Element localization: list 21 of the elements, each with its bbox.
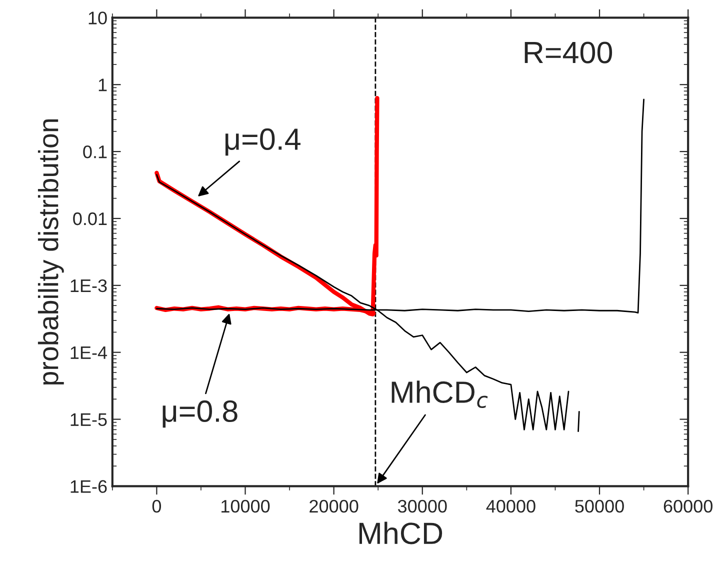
y-tick-label: 0.1: [83, 145, 107, 158]
y-tick-label: 0.01: [73, 212, 107, 226]
y-tick-label: 10: [88, 12, 107, 24]
x-tick-label: 10000: [222, 500, 270, 513]
x-tick-label: 20000: [310, 500, 358, 513]
y-tick-label: 1E-5: [70, 413, 107, 426]
y-tick-label: 1E-6: [70, 480, 107, 493]
annotation: μ=0.4: [225, 128, 300, 156]
y-tick-label: 1E-3: [70, 279, 107, 292]
y-axis-title: probability distribution: [38, 119, 64, 384]
x-tick-label: 40000: [486, 500, 536, 513]
x-tick-label: 0: [152, 500, 162, 513]
x-axis-title: MhCD: [359, 522, 442, 544]
x-tick-label: 60000: [664, 500, 712, 513]
x-tick-label: 50000: [575, 500, 624, 513]
annotation: R=400: [524, 42, 612, 64]
y-tick-label: 1: [98, 78, 107, 92]
y-tick-label: 1E-4: [70, 346, 108, 359]
annotation: MhCD$_{c}$: [392, 380, 488, 408]
annotation: μ=0.8: [162, 400, 238, 428]
x-tick-label: 30000: [398, 500, 447, 513]
